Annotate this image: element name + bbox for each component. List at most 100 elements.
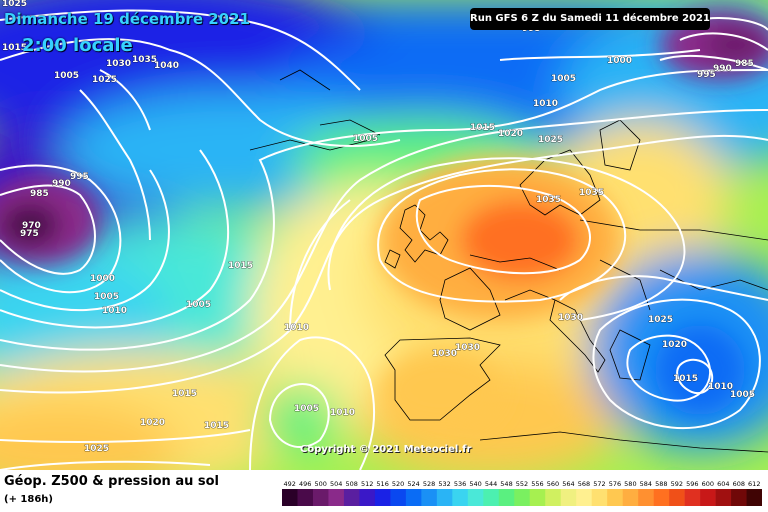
scale-tick-label: 560 (547, 480, 559, 488)
isobar-label: 1015 (228, 261, 253, 271)
scale-tick-label: 608 (733, 480, 745, 488)
scale-tick-label: 592 (671, 480, 683, 488)
scale-tick-label: 540 (469, 480, 481, 488)
legend-footer: Géop. Z500 & pression au sol (+ 186h) 49… (0, 470, 768, 512)
scale-tick-label: 568 (578, 480, 590, 488)
scale-tick-label: 552 (516, 480, 528, 488)
isobar-label: 1005 (186, 300, 211, 310)
scale-tick-label: 524 (407, 480, 419, 488)
scale-tick-label: 588 (655, 480, 667, 488)
scale-tick-label: 584 (640, 480, 652, 488)
copyright-notice: Copyright © 2021 Meteociel.fr (300, 444, 472, 455)
isobar-label: 1000 (607, 56, 632, 66)
scale-swatch (405, 489, 422, 506)
scale-tick-label: 508 (345, 480, 357, 488)
isobar-label: 1005 (551, 74, 576, 84)
isobar-label: 1020 (662, 340, 687, 350)
isobar-label: 975 (20, 229, 39, 239)
scale-swatch (622, 489, 639, 506)
scale-tick-label: 496 (299, 480, 311, 488)
isobar-label: 1010 (102, 306, 127, 316)
isobar-label: 1015 (673, 374, 698, 384)
scale-swatch (638, 489, 654, 506)
scale-swatch (653, 489, 670, 506)
isobar-label: 990 (52, 179, 71, 189)
isobar-label: 1005 (94, 292, 119, 302)
isobar-label: 1010 (533, 99, 558, 109)
scale-swatch (684, 489, 701, 506)
scale-swatch (483, 489, 500, 506)
isobar-label: 1010 (330, 408, 355, 418)
scale-swatch (545, 489, 562, 506)
isobar-label: 1025 (84, 444, 109, 454)
scale-swatch (514, 489, 531, 506)
scale-swatch (282, 489, 298, 506)
isobar-label: 1000 (90, 274, 115, 284)
scale-swatch (529, 489, 546, 506)
scale-tick-label: 536 (454, 480, 466, 488)
scale-swatch (700, 489, 716, 506)
isobar-label: 1035 (132, 55, 157, 65)
legend-title: Géop. Z500 & pression au sol (4, 474, 219, 489)
forecast-date: Dimanche 19 décembre 2021 (4, 10, 250, 28)
scale-swatch (452, 489, 469, 506)
isobar-label: 1030 (106, 59, 131, 69)
isobar-label: 1030 (432, 349, 457, 359)
isobar-label: 1030 (558, 313, 583, 323)
scale-swatch (746, 489, 762, 506)
scale-swatch (715, 489, 732, 506)
scale-swatch (374, 489, 391, 506)
isobar-label: 1035 (579, 188, 604, 198)
scale-swatch (560, 489, 577, 506)
scale-swatch (359, 489, 376, 506)
scale-tick-label: 612 (748, 480, 760, 488)
scale-tick-label: 604 (717, 480, 729, 488)
isobar-label: 985 (735, 59, 754, 69)
scale-swatch (312, 489, 329, 506)
isobar-label: 1015 (172, 389, 197, 399)
isobar-label: 1025 (92, 75, 117, 85)
scale-swatch (669, 489, 685, 506)
forecast-lead-time: (+ 186h) (4, 494, 53, 505)
scale-tick-label: 564 (562, 480, 574, 488)
scale-tick-label: 532 (438, 480, 450, 488)
scale-swatch (390, 489, 407, 506)
scale-tick-label: 544 (485, 480, 497, 488)
isobar-labels: 1025 1015 1030 1025 1035 1040 1005 995 9… (2, 0, 756, 454)
isobar-label: 1010 (284, 323, 309, 333)
scale-tick-label: 520 (392, 480, 404, 488)
isobar-label: 970 (22, 221, 41, 231)
isobar-label: 1020 (498, 129, 523, 139)
isobar-label: 995 (70, 172, 89, 182)
isobar-label: 1005 (353, 134, 378, 144)
isobar-label: 995 (697, 70, 716, 80)
scale-swatch (297, 489, 314, 506)
scale-tick-label: 596 (686, 480, 698, 488)
isobar-label: 1005 (54, 71, 79, 81)
scale-swatch (436, 489, 453, 506)
scale-tick-label: 556 (531, 480, 543, 488)
scale-swatch (467, 489, 484, 506)
isobar-label: 1020 (140, 418, 165, 428)
scale-swatch (731, 489, 747, 506)
isobar-label: 990 (713, 64, 732, 74)
model-run-banner: Run GFS 6 Z du Samedi 11 décembre 2021 (470, 8, 710, 30)
isobar-label: 1015 (2, 43, 27, 53)
isobar-label: 1040 (154, 61, 179, 71)
scale-tick-label: 548 (500, 480, 512, 488)
scale-tick-label: 572 (593, 480, 605, 488)
scale-tick-label: 492 (284, 480, 296, 488)
z500-field (0, 0, 768, 470)
scale-tick-label: 576 (609, 480, 621, 488)
weather-map: 1025 1015 1030 1025 1035 1040 1005 995 9… (0, 0, 768, 470)
isobar-label: 985 (30, 189, 49, 199)
isobar-label: 1025 (2, 0, 27, 9)
scale-swatch (576, 489, 592, 506)
isobar-label: 1025 (538, 135, 563, 145)
scale-tick-label: 580 (624, 480, 636, 488)
scale-swatch (498, 489, 515, 506)
isobars (0, 9, 768, 470)
scale-tick-label: 504 (330, 480, 342, 488)
isobar-label: 1005 (294, 404, 319, 414)
